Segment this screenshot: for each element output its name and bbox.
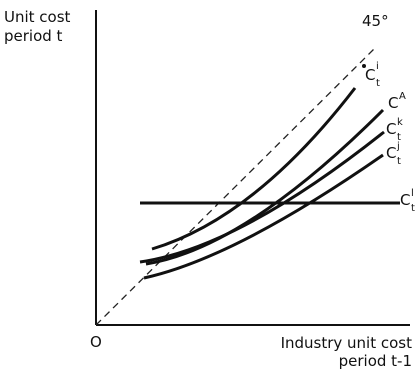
y-axis-label-line1: Unit cost <box>4 8 71 26</box>
diagonal-point <box>362 64 366 68</box>
curve-label-ci: C i t <box>365 61 380 89</box>
curve-label-ck-sup: k <box>397 117 403 128</box>
y-axis-label-line2: period t <box>4 27 63 45</box>
curve-label-ck-sub: t <box>397 132 401 143</box>
curve-cj <box>139 130 385 264</box>
diagonal-label: 45° <box>362 12 389 30</box>
curve-label-ca: C A <box>388 91 406 112</box>
curve-label-cj-sup: j <box>396 141 400 152</box>
curve-label-ca-sup: A <box>399 91 406 102</box>
origin-label: O <box>90 333 102 351</box>
curve-ck <box>143 153 384 280</box>
curve-label-ca-base: C <box>388 94 398 112</box>
curve-label-cj-base: C <box>386 144 396 162</box>
curve-label-cl-sub: t <box>411 203 415 214</box>
curve-label-ci-sup: i <box>376 61 379 72</box>
x-axis-label-line2: period t-1 <box>339 352 412 370</box>
x-axis-label-line1: Industry unit cost <box>281 334 413 352</box>
curve-label-ck: C k t <box>386 117 403 143</box>
curve-ci <box>151 87 357 251</box>
curve-label-cj-sub: t <box>397 156 401 167</box>
curve-label-cl-sup: l <box>411 188 414 199</box>
curve-label-cj: C j t <box>386 141 401 167</box>
curve-label-ck-base: C <box>386 120 396 138</box>
diagonal-45-line <box>95 47 376 326</box>
curve-label-ci-base: C <box>365 66 375 84</box>
curve-label-cl-base: C <box>400 191 410 209</box>
curve-label-ci-sub: t <box>376 78 380 89</box>
curve-label-cl: C l t <box>400 188 415 214</box>
curve-ca <box>145 108 385 266</box>
